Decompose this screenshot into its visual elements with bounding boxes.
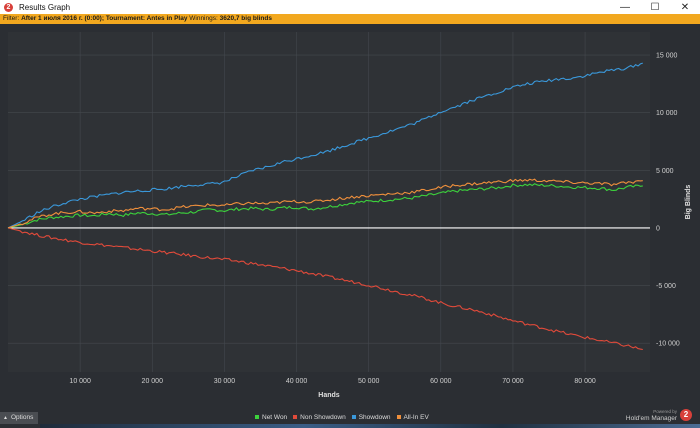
results-chart: 10 000 20 000 30 000 40 000 50 000 60 000 70 0… — [0, 24, 700, 404]
options-button[interactable]: ▲ Options — [0, 412, 38, 424]
options-label: Options — [10, 414, 34, 421]
winnings-label: Winnings: — [189, 15, 218, 22]
filter-label: Filter: — [3, 15, 20, 22]
minimize-button[interactable]: — — [620, 1, 630, 13]
close-button[interactable]: ✕ — [680, 1, 690, 13]
chart-legend: Net Won Non Showdown Showdown All-In EV — [255, 412, 435, 422]
legend-label: Non Showdown — [300, 413, 346, 421]
plot-area — [8, 32, 650, 372]
x-tick-label: 10 000 — [69, 378, 91, 385]
y-axis-label: Big Blinds — [685, 185, 692, 220]
legend-swatch-icon — [396, 415, 401, 419]
brand-name: Hold'em Manager — [625, 415, 677, 422]
legend-swatch-icon — [255, 415, 259, 419]
y-tick-label: 5 000 — [656, 168, 674, 175]
filter-bar[interactable]: Filter: After 1 июля 2016 г. (0:00); Tou… — [0, 14, 700, 24]
x-tick-label: 80 000 — [574, 378, 596, 385]
legend-item[interactable]: Net Won — [255, 414, 287, 421]
x-tick-label: 40 000 — [286, 378, 308, 385]
legend-item[interactable]: Non Showdown — [293, 414, 346, 421]
x-tick-label: 30 000 — [214, 378, 236, 385]
window-controls: — ☐ ✕ — [610, 0, 700, 14]
hm2-logo-icon: 2 — [680, 409, 692, 421]
x-tick-label: 70 000 — [502, 378, 524, 385]
y-tick-label: 0 — [656, 225, 660, 232]
legend-swatch-icon — [351, 415, 356, 419]
window-title: Results Graph — [19, 2, 71, 12]
taskbar-strip — [40, 424, 700, 428]
legend-item[interactable]: All-In EV — [396, 413, 429, 421]
series-line-all-in-ev — [7, 178, 643, 229]
series-line-showdown — [7, 62, 643, 229]
title-bar: 2 Results Graph — ☐ ✕ — [0, 0, 700, 14]
brand-powered-by: Powered by — [653, 409, 677, 414]
legend-label: All-In EV — [403, 413, 429, 421]
chart-svg: 10 000 20 000 30 000 40 000 50 000 60 000 70 0… — [7, 32, 692, 399]
legend-item[interactable]: Showdown — [351, 413, 391, 421]
maximize-button[interactable]: ☐ — [650, 1, 660, 13]
app-icon: 2 — [4, 2, 13, 12]
y-tick-label: 10 000 — [656, 110, 678, 117]
series-line-net-won — [7, 183, 643, 229]
legend-swatch-icon — [293, 415, 298, 419]
y-tick-label: -5 000 — [656, 283, 676, 290]
series-line-non-showdown — [7, 227, 643, 351]
legend-label: Net Won — [262, 413, 288, 421]
y-tick-label: 15 000 — [656, 53, 678, 60]
winnings-value: 3620,7 big blinds — [219, 15, 272, 22]
filter-value: After 1 июля 2016 г. (0:00); Tournament:… — [21, 15, 188, 22]
x-axis-label: Hands — [318, 392, 340, 399]
legend-label: Showdown — [358, 413, 391, 421]
x-tick-label: 60 000 — [430, 378, 452, 385]
y-tick-label: -10 000 — [656, 341, 680, 348]
brand: Powered by Hold'em Manager 2 — [626, 404, 692, 426]
caret-up-icon: ▲ — [3, 415, 8, 421]
x-tick-label: 20 000 — [142, 378, 164, 385]
x-tick-label: 50 000 — [358, 378, 380, 385]
